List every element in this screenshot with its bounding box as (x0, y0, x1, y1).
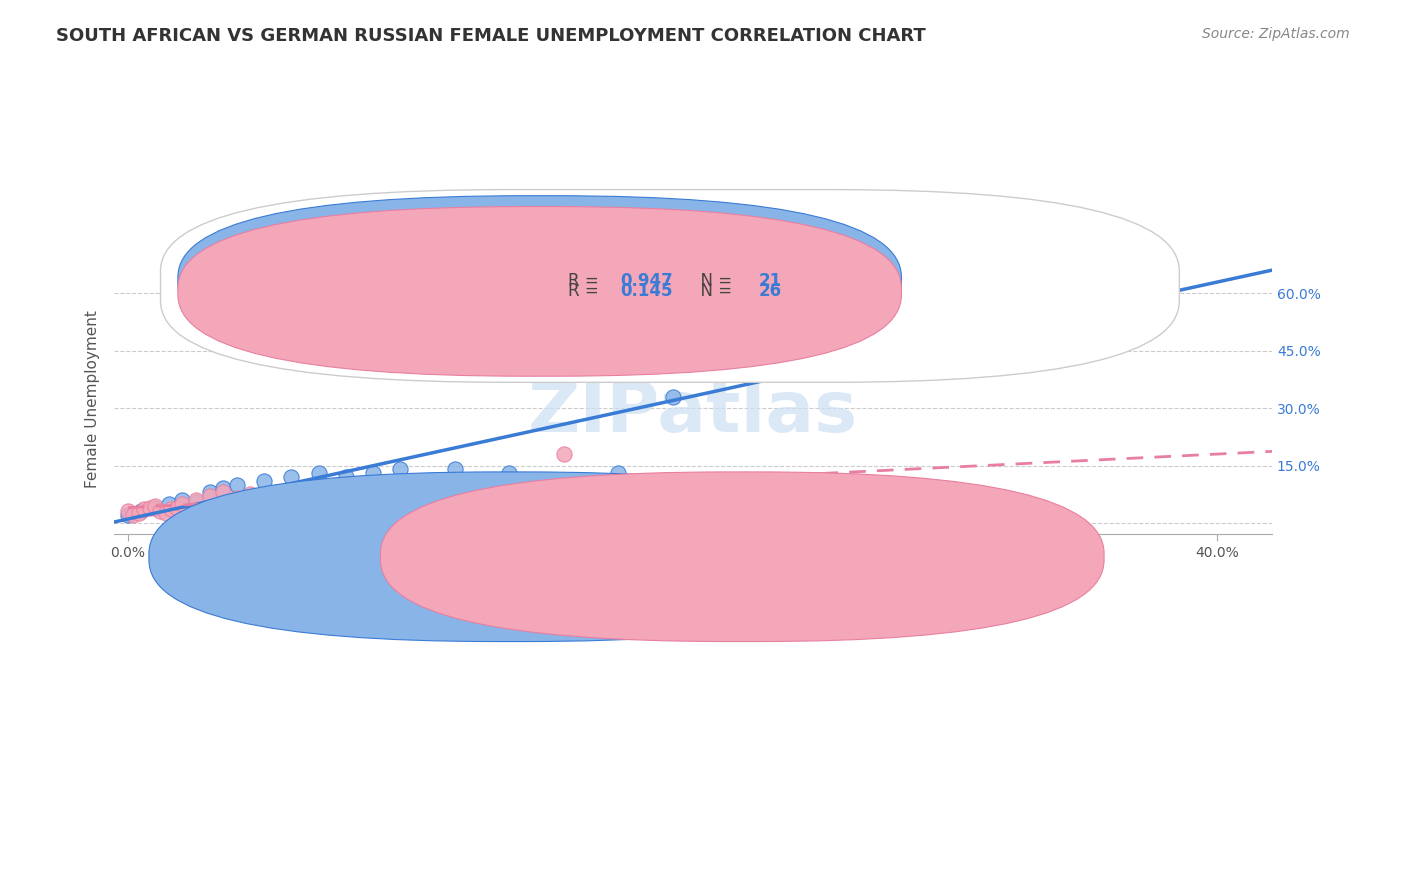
Point (361, 466, 384, 480)
Point (172, 492, 194, 507)
Text: 0.947: 0.947 (620, 271, 673, 290)
Point (308, 466, 330, 480)
Text: N =: N = (689, 283, 737, 301)
Point (607, 466, 630, 480)
Point (253, 474, 276, 488)
Point (117, 504, 139, 518)
Point (553, 491, 575, 505)
FancyBboxPatch shape (179, 207, 901, 376)
Point (443, 504, 465, 518)
Point (134, 502, 156, 516)
Point (212, 482, 235, 496)
Point (335, 500, 357, 515)
Point (198, 489, 221, 503)
Point (1070, 300, 1092, 314)
Point (294, 497, 316, 511)
Text: South Africans: South Africans (522, 553, 633, 568)
Text: N =: N = (689, 271, 737, 290)
Point (361, 502, 384, 516)
Text: R =: R = (568, 283, 605, 301)
Point (225, 477, 247, 491)
Point (553, 447, 575, 461)
Point (280, 470, 302, 484)
Point (498, 500, 520, 515)
FancyBboxPatch shape (160, 190, 1180, 383)
Point (122, 508, 145, 523)
Point (166, 500, 188, 515)
Point (157, 497, 180, 511)
Point (155, 506, 177, 520)
FancyBboxPatch shape (179, 195, 901, 366)
Point (443, 462, 465, 476)
Point (280, 499, 302, 513)
Point (131, 504, 153, 518)
FancyBboxPatch shape (149, 472, 873, 641)
Text: SOUTH AFRICAN VS GERMAN RUSSIAN FEMALE UNEMPLOYMENT CORRELATION CHART: SOUTH AFRICAN VS GERMAN RUSSIAN FEMALE U… (56, 27, 927, 45)
Point (172, 497, 194, 511)
Point (128, 506, 150, 520)
Point (143, 499, 166, 513)
Point (160, 502, 183, 516)
Point (184, 495, 207, 509)
Point (212, 485, 235, 500)
Point (389, 462, 412, 476)
Text: ZIPatlas: ZIPatlas (529, 377, 858, 447)
Point (253, 495, 276, 509)
FancyBboxPatch shape (381, 472, 1104, 641)
Point (117, 508, 139, 523)
Text: 21: 21 (759, 271, 782, 290)
Point (335, 470, 357, 484)
Text: 0.145: 0.145 (620, 283, 672, 301)
Text: R =: R = (568, 271, 605, 290)
Y-axis label: Female Unemployment: Female Unemployment (86, 310, 100, 488)
Point (308, 495, 330, 509)
Text: German Russians: German Russians (742, 553, 876, 568)
Point (225, 491, 247, 505)
Point (138, 500, 160, 515)
Point (184, 492, 207, 507)
Point (498, 466, 520, 480)
Point (661, 390, 683, 404)
Point (149, 504, 172, 518)
Point (239, 487, 262, 501)
Point (389, 500, 412, 515)
Text: Source: ZipAtlas.com: Source: ZipAtlas.com (1202, 27, 1350, 41)
Point (143, 500, 166, 515)
Point (198, 485, 221, 500)
Text: 26: 26 (759, 283, 782, 301)
